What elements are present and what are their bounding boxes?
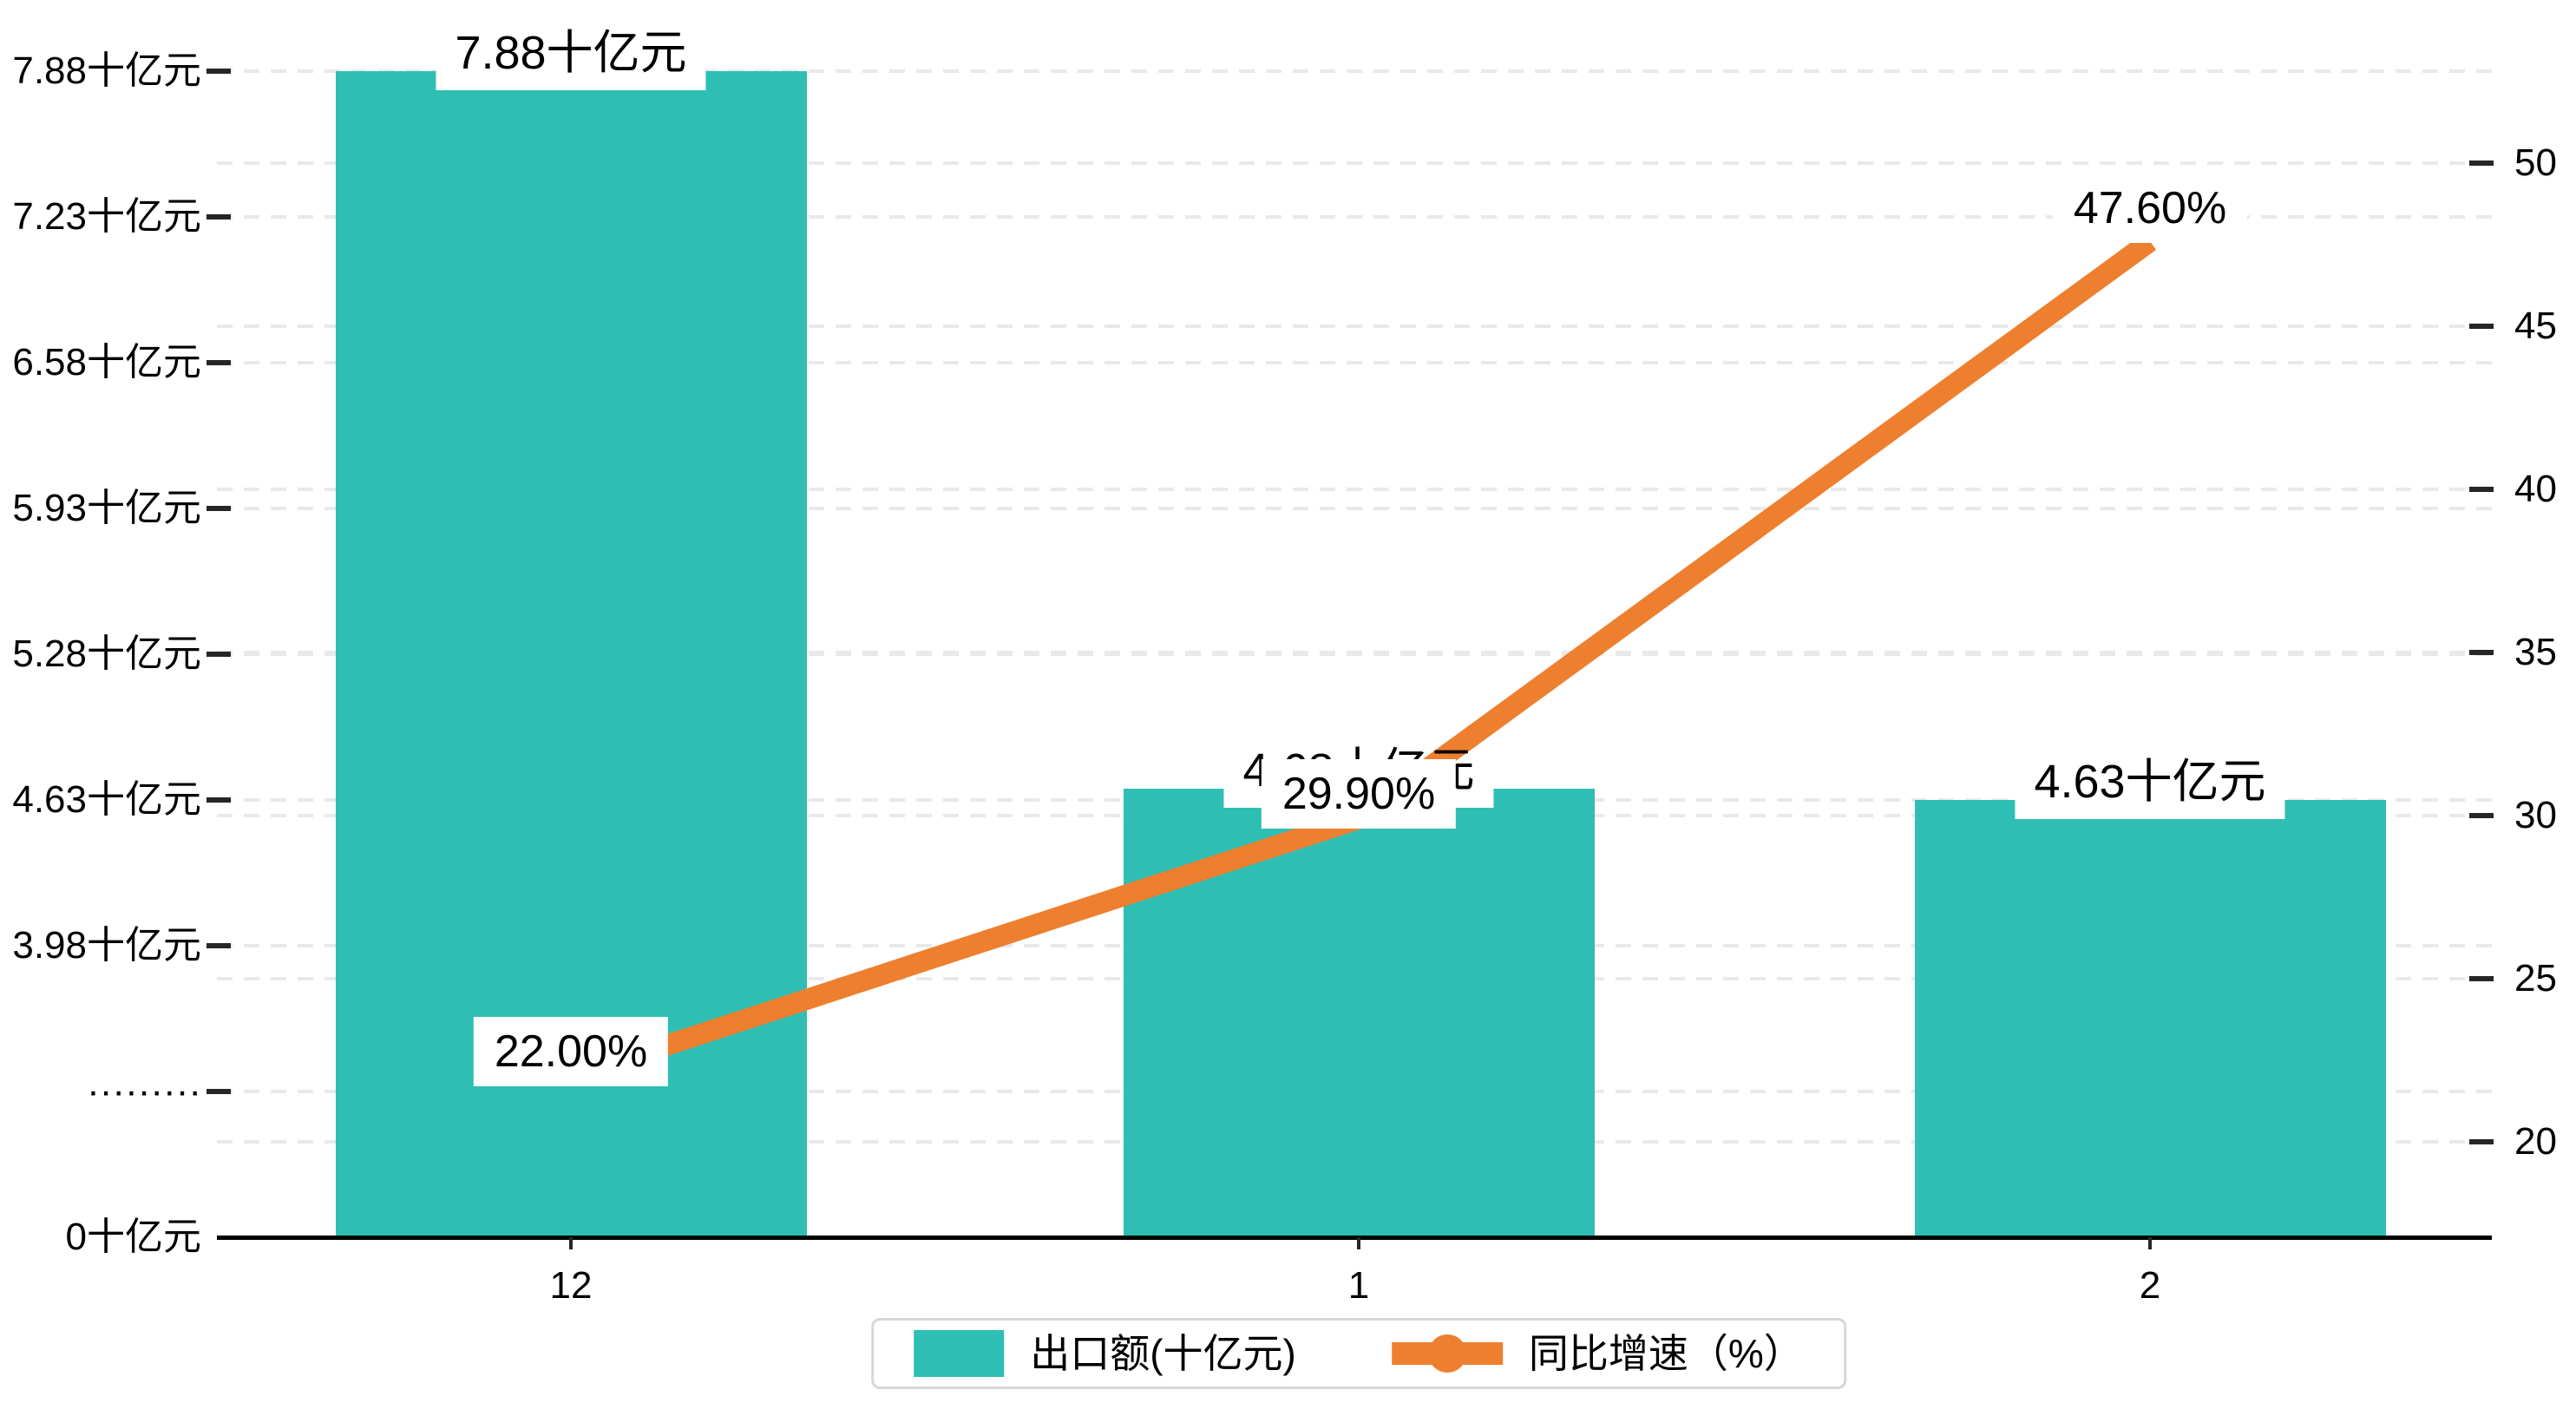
x-axis-label-month-2: 2: [2139, 1264, 2161, 1307]
y-axis-tick-left: [206, 797, 231, 803]
bar-value-label: 7.88十亿元: [455, 27, 687, 79]
y-axis-label-left: 0十亿元: [65, 1216, 201, 1258]
gridline: [217, 361, 2492, 364]
y-axis-label-left: 4.63十亿元: [12, 778, 201, 821]
y-axis-label-right: 50: [2514, 141, 2557, 184]
legend: 出口额(十亿元) 同比增速（%）: [871, 1318, 1846, 1389]
y-axis-label-right: 35: [2514, 631, 2557, 673]
y-axis-tick-left: [206, 214, 231, 220]
y-axis-label-left: 5.93十亿元: [12, 487, 201, 529]
y-axis-tick-right: [2469, 487, 2494, 492]
gridline: [217, 69, 2492, 73]
y-axis-label-left: 5.28十亿元: [12, 633, 201, 675]
bar-series-swatch-icon: [914, 1330, 1005, 1377]
y-axis-tick-right: [2469, 976, 2494, 981]
y-axis-label-right: 30: [2514, 794, 2557, 836]
line-value-label: 22.00%: [473, 1016, 669, 1086]
y-axis-tick-left: [206, 943, 231, 948]
y-axis-tick-left: [206, 652, 231, 657]
gridline: [217, 651, 2492, 654]
x-axis-line: [217, 1236, 2492, 1240]
y-axis-label-left: 7.88十亿元: [12, 49, 201, 92]
y-axis-label-left: ·········: [87, 1070, 201, 1112]
gridline: [217, 215, 2492, 219]
gridline: [217, 488, 2492, 491]
y-axis-label-left: 6.58十亿元: [12, 341, 201, 384]
y-axis-label-right: 25: [2514, 957, 2557, 1000]
y-axis-tick-right: [2469, 1139, 2494, 1144]
y-axis-label-right: 20: [2514, 1120, 2557, 1163]
x-axis-tick: [1357, 1237, 1360, 1249]
x-axis-label-month-12: 12: [549, 1264, 593, 1307]
growth-line: [567, 233, 2157, 1087]
x-axis-label-month-1: 1: [1347, 1264, 1370, 1307]
x-axis-tick: [569, 1237, 573, 1249]
y-axis-tick-left: [206, 69, 231, 74]
gridline: [217, 652, 2492, 656]
y-axis-tick-left: [206, 1089, 231, 1094]
gridline: [217, 161, 2492, 165]
y-axis-tick-right: [2469, 813, 2494, 818]
y-axis-tick-right: [2469, 161, 2494, 166]
y-axis-tick-right: [2469, 650, 2494, 655]
x-axis-tick: [2148, 1237, 2152, 1249]
y-axis-tick-left: [206, 506, 231, 511]
y-axis-label-left: 3.98十亿元: [12, 924, 201, 967]
y-axis-tick-right: [2469, 324, 2494, 329]
line-value-label: 47.60%: [2052, 174, 2248, 244]
line-series-marker-icon: [1391, 1330, 1503, 1377]
legend-label-growth: 同比增速（%）: [1528, 1331, 1804, 1376]
bar-month-2: [1914, 800, 2386, 1237]
legend-item-growth: 同比增速（%）: [1391, 1330, 1804, 1377]
y-axis-tick-left: [206, 360, 231, 365]
bar-value-label-bg: 4.63十亿元: [2015, 744, 2285, 819]
y-axis-label-right: 45: [2514, 305, 2557, 347]
y-axis-label-right: 40: [2514, 468, 2557, 510]
bar-value-label: 4.63十亿元: [2034, 756, 2266, 808]
gridline: [217, 507, 2492, 510]
gridline: [217, 324, 2492, 328]
y-axis-label-left: 7.23十亿元: [12, 195, 201, 238]
bar-value-label-bg: 7.88十亿元: [436, 16, 706, 90]
legend-label-export: 出口额(十亿元): [1030, 1331, 1296, 1376]
line-value-label: 29.90%: [1261, 758, 1457, 829]
legend-item-export: 出口额(十亿元): [914, 1330, 1296, 1377]
